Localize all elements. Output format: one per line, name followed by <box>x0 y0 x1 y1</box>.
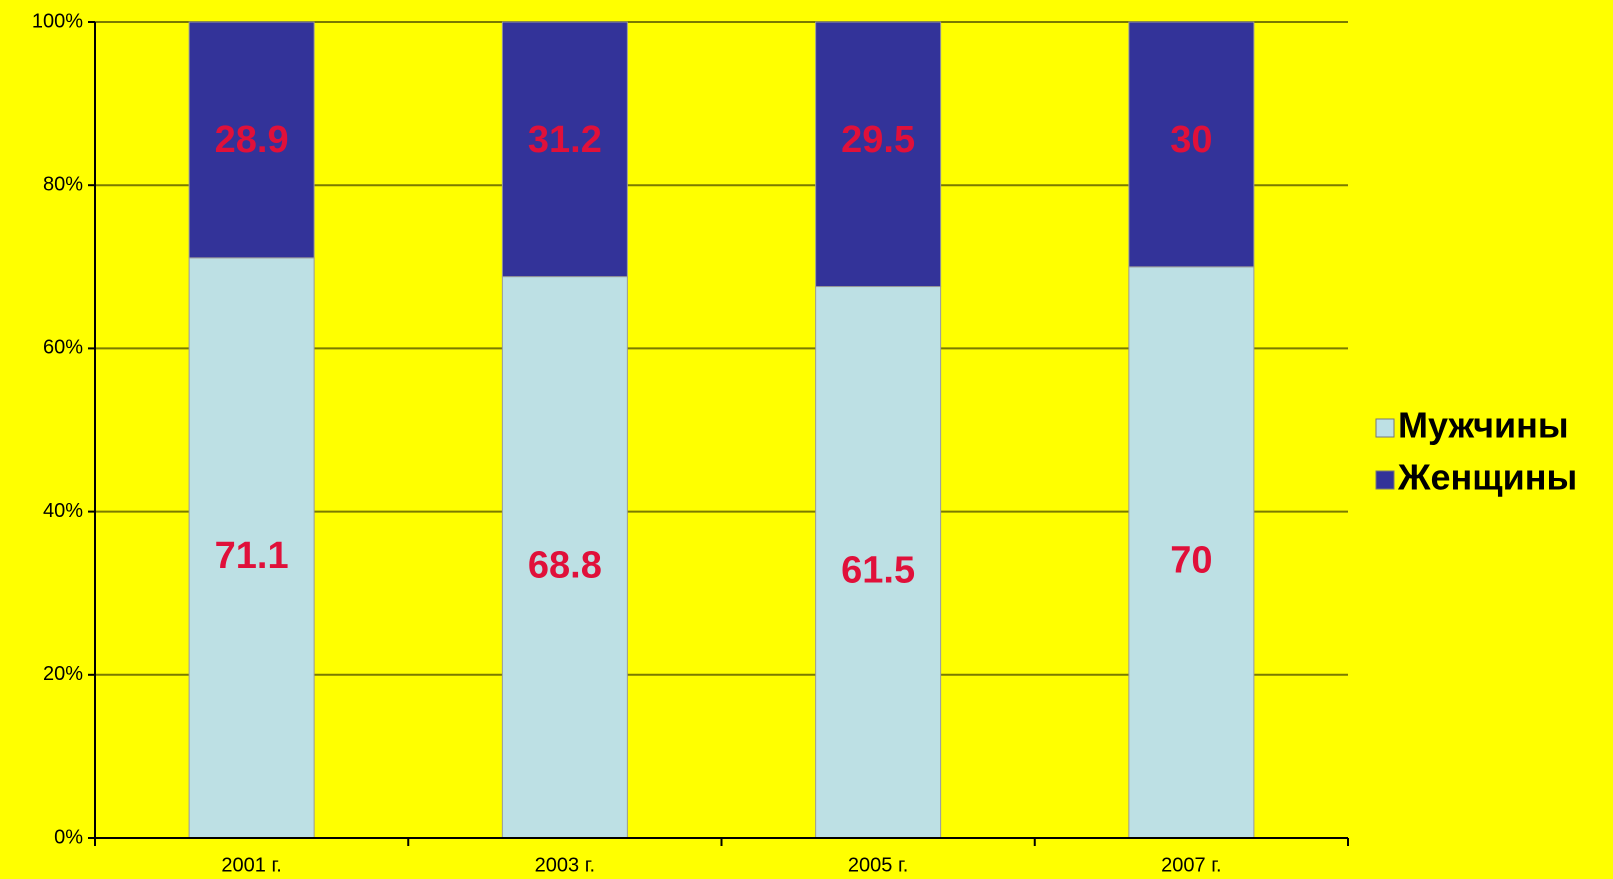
x-tick-label: 2001 г. <box>221 854 281 876</box>
data-label: 70 <box>1170 539 1212 581</box>
bar-segment <box>815 286 942 839</box>
y-tick-label: 0% <box>54 826 83 848</box>
bar-segment <box>188 21 315 259</box>
data-label: 61.5 <box>841 549 915 591</box>
bar-segment <box>501 21 628 278</box>
y-tick-label: 80% <box>43 173 83 195</box>
y-tick-label: 100% <box>32 10 83 32</box>
y-tick-label: 40% <box>43 500 83 522</box>
bar-segment <box>1128 21 1255 268</box>
data-label: 30 <box>1170 119 1212 161</box>
data-label: 68.8 <box>528 544 602 586</box>
data-label: 71.1 <box>215 535 289 577</box>
data-label: 29.5 <box>841 119 915 161</box>
data-label: 28.9 <box>215 119 289 161</box>
y-tick-label: 20% <box>43 663 83 685</box>
x-tick-label: 2005 г. <box>848 854 908 876</box>
data-label: 31.2 <box>528 119 602 161</box>
x-tick-label: 2007 г. <box>1161 854 1221 876</box>
y-tick-label: 60% <box>43 337 83 359</box>
x-tick-label: 2003 г. <box>535 854 595 876</box>
legend-swatch <box>1375 418 1395 438</box>
legend-swatch <box>1375 470 1395 490</box>
bar-segment <box>1128 266 1255 839</box>
legend-label: Женщины <box>1397 457 1577 498</box>
legend-label: Мужчины <box>1398 405 1569 446</box>
bar-segment <box>815 21 942 288</box>
bar-segment <box>188 257 315 839</box>
